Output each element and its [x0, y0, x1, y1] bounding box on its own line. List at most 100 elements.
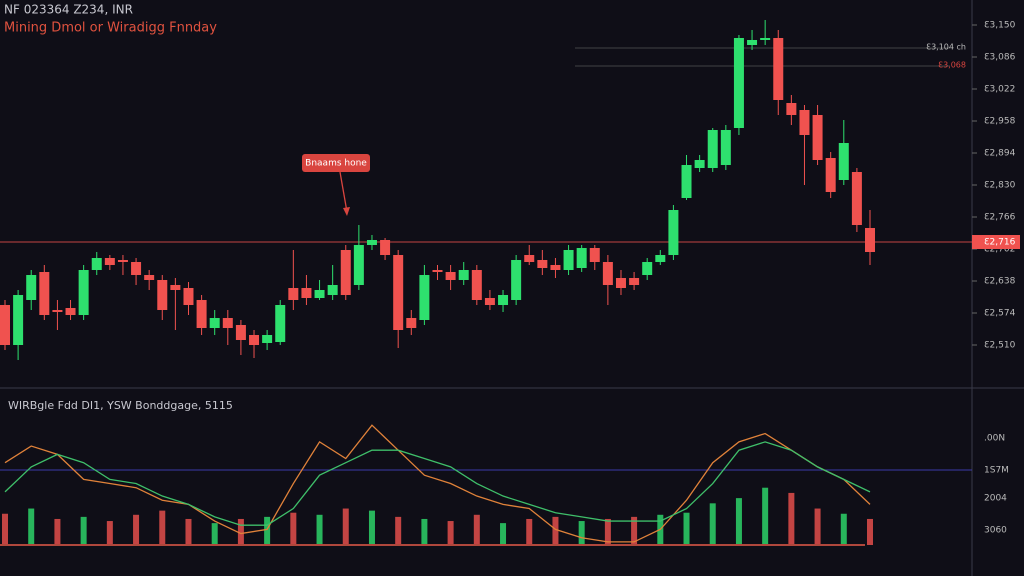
candle-body [851, 172, 862, 225]
candle-body [222, 318, 233, 328]
volume-bar [709, 503, 716, 545]
candle-body [104, 258, 115, 265]
volume-bar [473, 514, 480, 545]
candle-body [524, 255, 535, 262]
annotation-arrowhead [343, 207, 350, 216]
candle-body [707, 130, 718, 168]
y-tick-label: Ɛ2,510 [984, 341, 1016, 351]
candle-body [235, 325, 246, 340]
candle-body [537, 260, 548, 268]
volume-bar [762, 487, 769, 545]
candle-body [432, 270, 443, 272]
candle-body [327, 285, 338, 295]
y-tick-label: Ɛ3,150 [984, 21, 1016, 31]
y-tick-label: Ɛ2,638 [984, 277, 1016, 287]
y-tick-label: Ɛ2,830 [984, 181, 1016, 191]
candle-body [511, 260, 522, 300]
reference-label: Ɛ3,068 [938, 61, 966, 70]
volume-bar [106, 521, 113, 545]
y-tick-label: Ɛ2,766 [984, 213, 1016, 223]
candle-body [275, 305, 286, 342]
y-tick-label: Ɛ2,702 [984, 245, 1015, 255]
volume-bar [2, 513, 8, 545]
candle-body [314, 290, 325, 298]
candle-body [445, 272, 456, 280]
volume-bar [683, 512, 690, 545]
volume-bar [133, 514, 140, 545]
candle-body [144, 275, 155, 280]
volume-bar [80, 516, 87, 545]
candle-body [39, 272, 50, 315]
candle-body [747, 40, 758, 45]
candle-body [681, 165, 692, 198]
volume-bar [211, 523, 218, 545]
candle-body [157, 280, 168, 310]
candle-body [484, 298, 495, 305]
volume-bar [159, 510, 166, 545]
candle-body [694, 160, 705, 168]
price-label: Ɛ2,716 [984, 238, 1016, 248]
volume-bar [368, 510, 375, 545]
candle-body [249, 335, 260, 345]
candle-body [0, 305, 10, 345]
candle-body [26, 275, 37, 300]
indicator-line [4, 441, 871, 526]
candle-body [668, 210, 679, 255]
volume-bar [316, 514, 323, 545]
indicator-axis-label: 3060 [984, 526, 1007, 536]
volume-bar [552, 516, 559, 545]
candle-body [458, 270, 469, 280]
candle-body [52, 310, 63, 312]
candle-body [498, 295, 509, 305]
candle-body [78, 270, 89, 315]
y-tick-label: Ɛ2,574 [984, 309, 1016, 319]
candle-body [131, 262, 142, 275]
candle-body [393, 255, 404, 330]
volume-bar [290, 512, 297, 545]
chart-subtitle: Mining Dmol or Wiradigg Fnnday [4, 21, 217, 36]
candle-body [366, 240, 377, 245]
candle-body [288, 288, 299, 300]
candle-body [760, 38, 771, 40]
indicator-line [4, 424, 871, 543]
y-tick-label: Ɛ2,958 [984, 117, 1016, 127]
candle-body [812, 115, 823, 160]
y-tick-label: Ɛ3,086 [984, 53, 1016, 63]
volume-bar [840, 513, 847, 545]
volume-bar [421, 518, 428, 545]
candle-body [733, 38, 744, 128]
candle-body [589, 248, 600, 262]
candle-body [170, 285, 181, 290]
candle-body [720, 130, 731, 165]
candle-body [615, 278, 626, 288]
candle-body [13, 295, 24, 345]
candle-body [65, 308, 76, 315]
volume-bar [342, 508, 349, 545]
candle-body [380, 240, 391, 255]
volume-bar [604, 518, 611, 545]
candle-body [629, 278, 640, 285]
candle-body [419, 275, 430, 320]
indicator-axis-label: 2004 [984, 494, 1007, 504]
candle-body [563, 250, 574, 270]
volume-bar [735, 498, 742, 545]
candle-body [838, 143, 849, 180]
y-tick-label: Ɛ3,022 [984, 85, 1015, 95]
volume-bar [237, 518, 244, 545]
volume-bar [447, 521, 454, 545]
volume-bar [814, 508, 821, 545]
candle-body [773, 38, 784, 100]
candle-body [406, 318, 417, 328]
candle-body [183, 288, 194, 305]
candle-body [865, 228, 875, 252]
volume-bar [500, 523, 507, 545]
volume-bar [185, 518, 192, 545]
annotation: Bnaams hone [305, 159, 367, 169]
candle-body [602, 262, 613, 285]
candle-body [799, 110, 810, 135]
candle-body [196, 300, 207, 328]
candle-body [117, 260, 128, 262]
indicator-axis-label: .00N [984, 434, 1005, 444]
candle-body [471, 270, 482, 300]
